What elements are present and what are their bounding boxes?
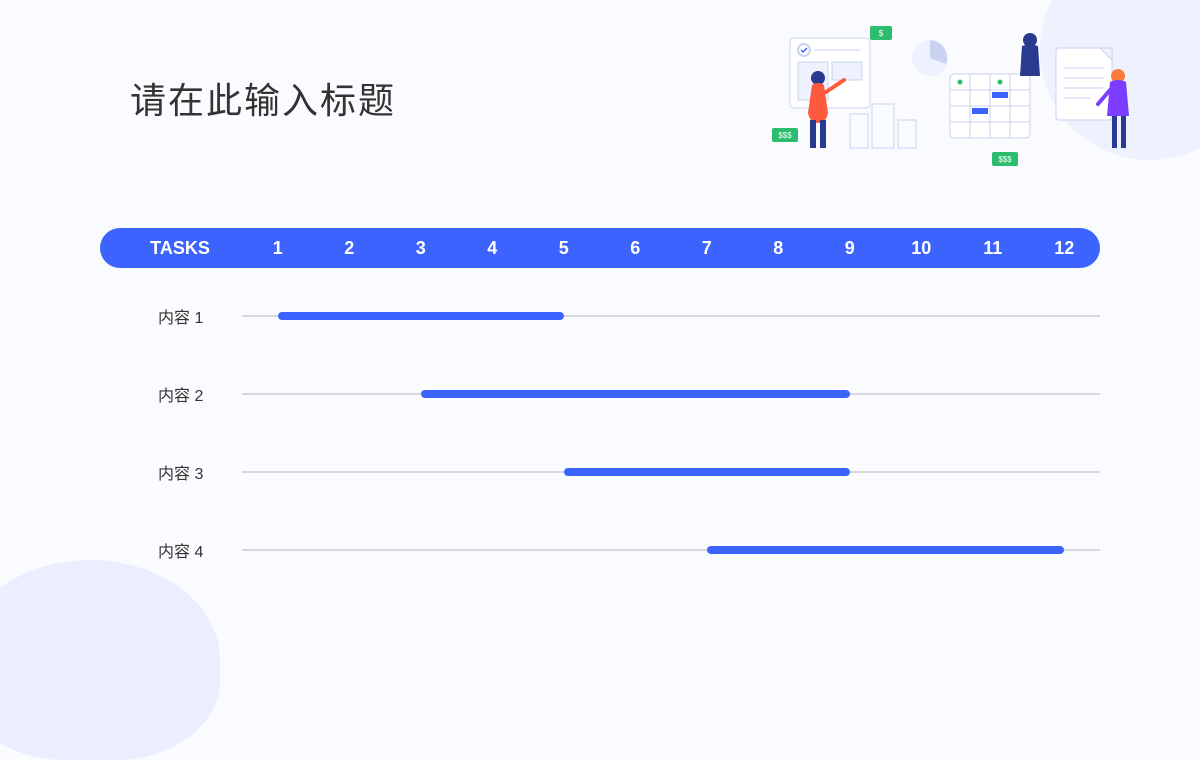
gantt-col-4: 4 [457, 238, 529, 259]
gantt-col-11: 11 [957, 238, 1029, 259]
svg-text:$$$: $$$ [998, 155, 1012, 164]
gantt-col-2: 2 [314, 238, 386, 259]
svg-text:$: $ [879, 29, 884, 38]
gantt-col-5: 5 [528, 238, 600, 259]
gantt-col-1: 1 [242, 238, 314, 259]
svg-text:$$$: $$$ [778, 131, 792, 140]
gantt-col-3: 3 [385, 238, 457, 259]
gantt-row: 内容 4 [100, 538, 1100, 562]
gantt-row-label: 内容 4 [100, 538, 242, 562]
gantt-row: 内容 3 [100, 460, 1100, 484]
gantt-rows: 内容 1 内容 2 内容 3 内容 4 [100, 304, 1100, 562]
page-title: 请在此输入标题 [130, 72, 396, 124]
gantt-bar [278, 312, 564, 320]
gantt-row-label: 内容 3 [100, 460, 242, 484]
gantt-col-6: 6 [600, 238, 672, 259]
gantt-track [242, 312, 1100, 320]
gantt-col-8: 8 [743, 238, 815, 259]
gantt-header-label: TASKS [100, 238, 242, 259]
gantt-col-12: 12 [1029, 238, 1101, 259]
gantt-header-columns: 123456789101112 [242, 238, 1100, 259]
gantt-bar [707, 546, 1065, 554]
gantt-col-10: 10 [886, 238, 958, 259]
gantt-bar [421, 390, 850, 398]
gantt-track [242, 390, 1100, 398]
gantt-row-label: 内容 1 [100, 304, 242, 328]
gantt-bar [564, 468, 850, 476]
gantt-track [242, 546, 1100, 554]
gantt-row: 内容 2 [100, 382, 1100, 406]
gantt-row: 内容 1 [100, 304, 1100, 328]
hero-illustration: $ $$$ $$$ [760, 18, 1140, 178]
gantt-col-7: 7 [671, 238, 743, 259]
gantt-row-label: 内容 2 [100, 382, 242, 406]
gantt-col-9: 9 [814, 238, 886, 259]
gantt-track [242, 468, 1100, 476]
gantt-header: TASKS 123456789101112 [100, 228, 1100, 268]
gantt-chart: TASKS 123456789101112 内容 1内容 2内容 3内容 4 [100, 228, 1100, 616]
